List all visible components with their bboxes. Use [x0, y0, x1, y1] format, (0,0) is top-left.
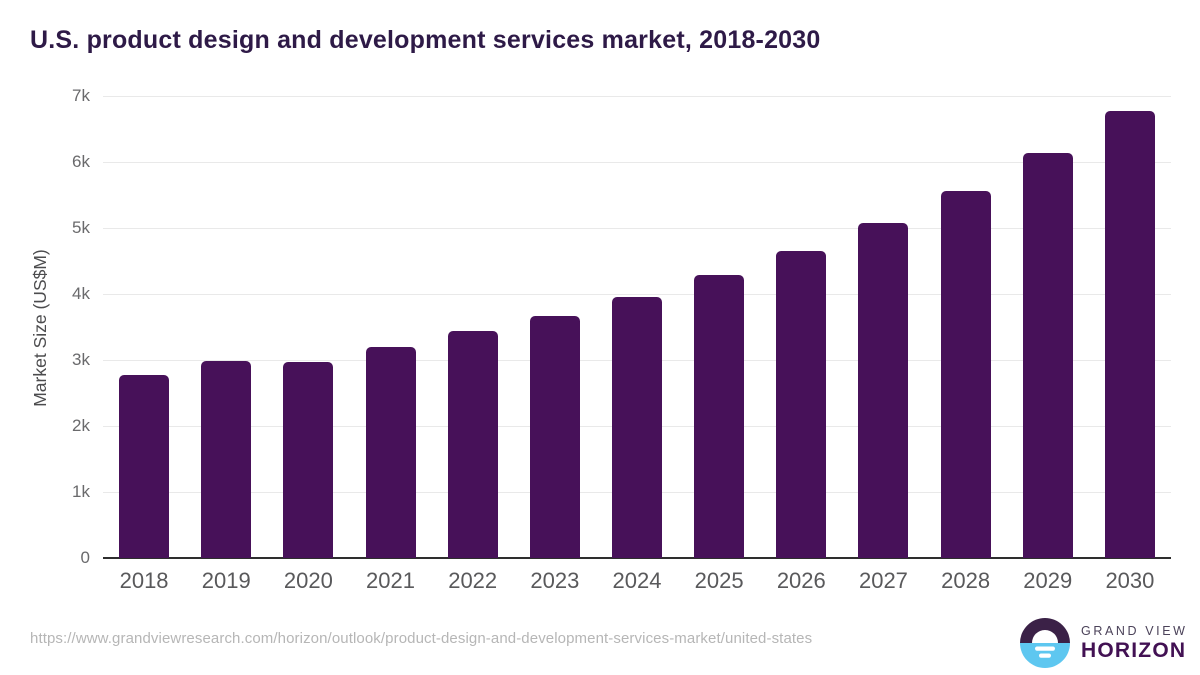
- x-tick-2018: 2018: [119, 568, 169, 593]
- y-axis-tick-labels: 0 1k 2k 3k 4k 5k 6k 7k: [38, 87, 90, 567]
- gridline-5k: [103, 228, 1171, 229]
- gridline-6k: [103, 162, 1171, 163]
- x-tick-2023: 2023: [530, 568, 580, 593]
- gridline-4k: [103, 294, 1171, 295]
- bar-2020[interactable]: [283, 361, 334, 558]
- brand-name-top: GRAND VIEW: [1081, 623, 1188, 638]
- bar-2029[interactable]: [1022, 153, 1073, 558]
- horizon-logo-icon: [1020, 618, 1070, 668]
- y-tick-4k: 4k: [72, 284, 90, 303]
- bar-2026[interactable]: [776, 251, 827, 558]
- plot-area: [103, 96, 1171, 559]
- x-tick-2019: 2019: [201, 568, 251, 593]
- bar-2027[interactable]: [858, 223, 909, 558]
- x-tick-2026: 2026: [776, 568, 826, 593]
- bar-2028[interactable]: [940, 191, 991, 558]
- x-tick-2029: 2029: [1023, 568, 1073, 593]
- x-tick-2020: 2020: [283, 568, 333, 593]
- bar-2024[interactable]: [612, 297, 662, 558]
- x-axis-line: [103, 557, 1171, 559]
- y-tick-6k: 6k: [72, 152, 90, 171]
- x-tick-2022: 2022: [448, 568, 498, 593]
- y-tick-2k: 2k: [72, 416, 90, 435]
- y-tick-5k: 5k: [72, 218, 90, 237]
- x-tick-2025: 2025: [694, 568, 744, 593]
- brand-logo: GRAND VIEW HORIZON: [1019, 617, 1188, 669]
- bar-2025[interactable]: [694, 274, 745, 558]
- y-tick-3k: 3k: [72, 350, 90, 369]
- brand-logo-text: GRAND VIEW HORIZON: [1081, 624, 1188, 663]
- brand-name-bottom: HORIZON: [1081, 638, 1187, 662]
- y-tick-1k: 1k: [72, 482, 90, 501]
- bar-2022[interactable]: [447, 330, 498, 558]
- x-tick-2024: 2024: [612, 568, 662, 593]
- source-url: https://www.grandviewresearch.com/horizo…: [30, 630, 813, 647]
- x-axis-tick-labels: 2018 2019 2020 2021 2022 2023 2024 2025 2026 2027…: [103, 568, 1171, 598]
- x-tick-2027: 2027: [858, 568, 908, 593]
- bar-2018[interactable]: [119, 375, 170, 558]
- y-tick-7k: 7k: [72, 86, 90, 105]
- chart-title: U.S. product design and development serv…: [30, 26, 821, 54]
- bar-2030[interactable]: [1104, 111, 1155, 558]
- y-tick-0: 0: [80, 548, 90, 567]
- bar-2019[interactable]: [201, 360, 252, 558]
- gridline-7k: [103, 96, 1171, 97]
- x-tick-2030: 2030: [1105, 568, 1155, 593]
- x-tick-2028: 2028: [941, 568, 991, 593]
- bar-2021[interactable]: [365, 346, 416, 558]
- x-tick-2021: 2021: [366, 568, 415, 593]
- bar-2023[interactable]: [529, 316, 580, 558]
